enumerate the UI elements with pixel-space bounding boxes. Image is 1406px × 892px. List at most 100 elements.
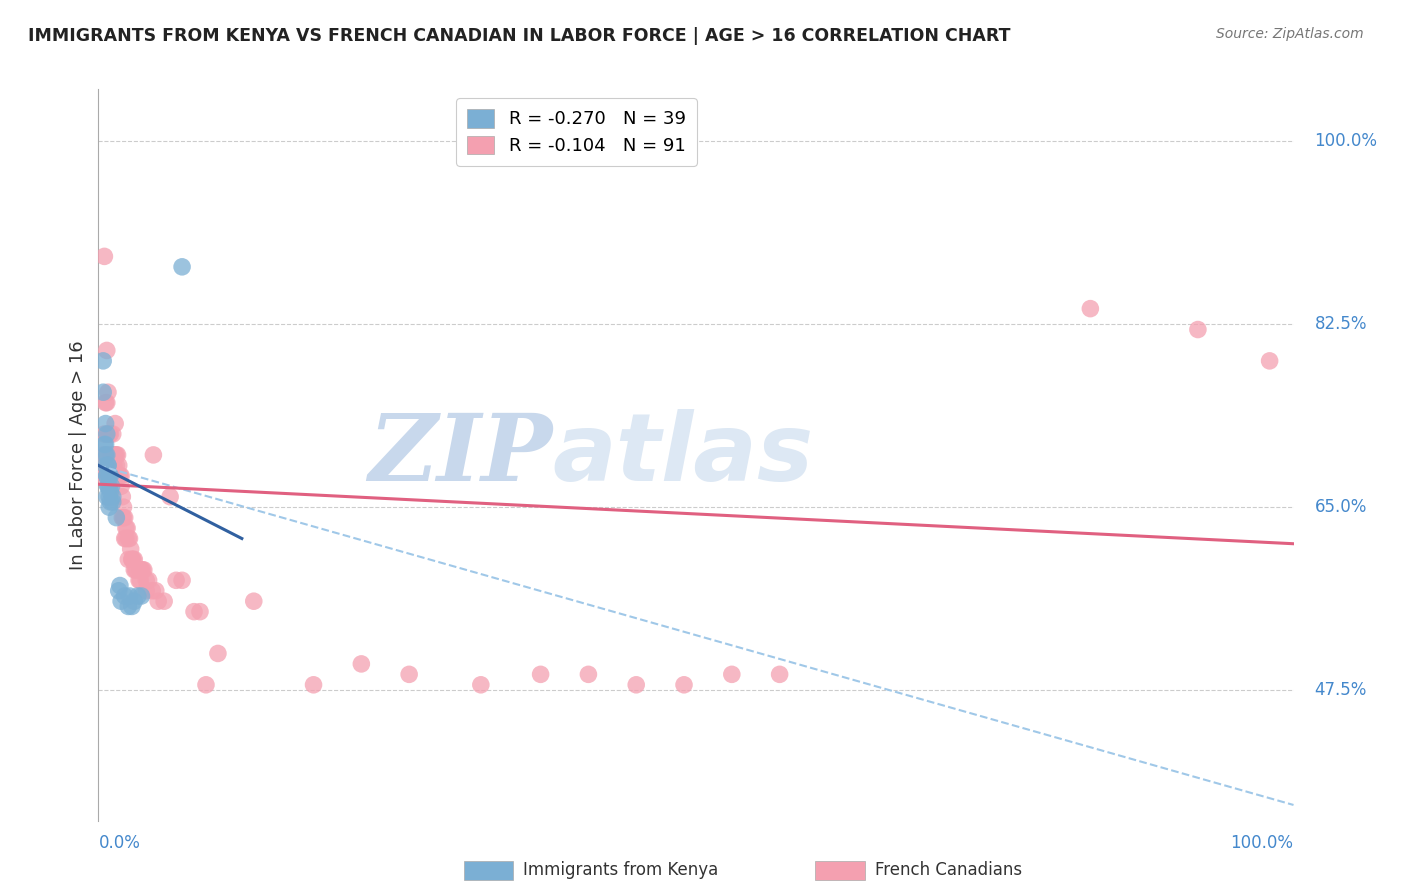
Point: [107, 458, 129, 473]
Point: [93, 249, 115, 263]
Point: [98, 468, 122, 483]
Point: [97, 427, 120, 442]
Point: [94, 395, 117, 409]
Point: [112, 510, 135, 524]
Text: Source: ZipAtlas.com: Source: ZipAtlas.com: [1216, 27, 1364, 41]
Point: [112, 500, 135, 515]
Point: [117, 599, 139, 614]
Y-axis label: In Labor Force | Age > 16: In Labor Force | Age > 16: [69, 340, 87, 570]
Point: [115, 521, 138, 535]
Point: [94, 458, 117, 473]
Point: [148, 594, 170, 608]
Point: [97, 479, 120, 493]
Point: [1080, 301, 1102, 316]
Point: [121, 599, 143, 614]
Point: [470, 678, 492, 692]
Point: [768, 667, 790, 681]
Point: [91, 354, 114, 368]
Point: [194, 678, 217, 692]
Text: 100.0%: 100.0%: [1315, 132, 1378, 151]
Point: [98, 490, 121, 504]
Point: [124, 594, 146, 608]
Point: [118, 532, 141, 546]
Point: [94, 448, 117, 462]
Point: [207, 647, 229, 661]
Point: [98, 427, 122, 442]
Point: [115, 532, 138, 546]
Point: [93, 437, 115, 451]
Point: [124, 563, 146, 577]
Point: [142, 448, 165, 462]
Point: [108, 578, 131, 592]
Point: [135, 574, 157, 588]
Point: [98, 479, 121, 493]
Text: 100.0%: 100.0%: [1230, 834, 1294, 852]
Point: [120, 541, 142, 556]
Point: [97, 385, 120, 400]
Point: [141, 583, 163, 598]
Point: [576, 667, 599, 681]
Point: [98, 427, 121, 442]
Text: ZIP: ZIP: [368, 410, 553, 500]
Text: French Canadians: French Canadians: [875, 861, 1022, 879]
Point: [132, 563, 155, 577]
Point: [135, 583, 157, 598]
FancyBboxPatch shape: [464, 861, 513, 880]
Point: [98, 448, 122, 462]
Point: [398, 667, 420, 681]
Point: [131, 563, 153, 577]
Point: [101, 495, 124, 509]
Point: [121, 552, 143, 566]
Point: [101, 427, 124, 442]
Point: [122, 552, 145, 566]
Point: [105, 458, 128, 473]
Point: [108, 468, 131, 483]
Point: [98, 468, 121, 483]
Point: [115, 521, 138, 535]
Point: [98, 468, 121, 483]
Point: [98, 500, 121, 515]
Point: [165, 574, 187, 588]
Legend: R = -0.270   N = 39, R = -0.104   N = 91: R = -0.270 N = 39, R = -0.104 N = 91: [457, 98, 696, 166]
Point: [118, 589, 141, 603]
Point: [98, 484, 122, 499]
Point: [100, 448, 122, 462]
Point: [188, 605, 211, 619]
Text: atlas: atlas: [553, 409, 814, 501]
Point: [145, 583, 167, 598]
Point: [302, 678, 325, 692]
Point: [110, 479, 132, 493]
Point: [94, 437, 117, 451]
Point: [110, 468, 132, 483]
Point: [129, 563, 152, 577]
Point: [183, 605, 205, 619]
Point: [117, 532, 139, 546]
Point: [124, 552, 146, 566]
Point: [105, 448, 128, 462]
Point: [98, 495, 122, 509]
Text: 82.5%: 82.5%: [1315, 315, 1367, 334]
Point: [128, 574, 150, 588]
Point: [110, 594, 132, 608]
Point: [94, 448, 117, 462]
Point: [96, 343, 118, 358]
Point: [159, 490, 181, 504]
Point: [529, 667, 551, 681]
Point: [96, 458, 118, 473]
Point: [127, 589, 149, 603]
Point: [114, 589, 136, 603]
Point: [105, 510, 128, 524]
Point: [1187, 322, 1209, 336]
Point: [624, 678, 647, 692]
Point: [97, 458, 120, 473]
Point: [1258, 354, 1281, 368]
Point: [94, 417, 117, 431]
Point: [125, 563, 148, 577]
Point: [96, 395, 118, 409]
Point: [172, 260, 194, 274]
Point: [153, 594, 176, 608]
Point: [101, 490, 124, 504]
Point: [101, 458, 124, 473]
Point: [138, 574, 160, 588]
Point: [97, 458, 120, 473]
